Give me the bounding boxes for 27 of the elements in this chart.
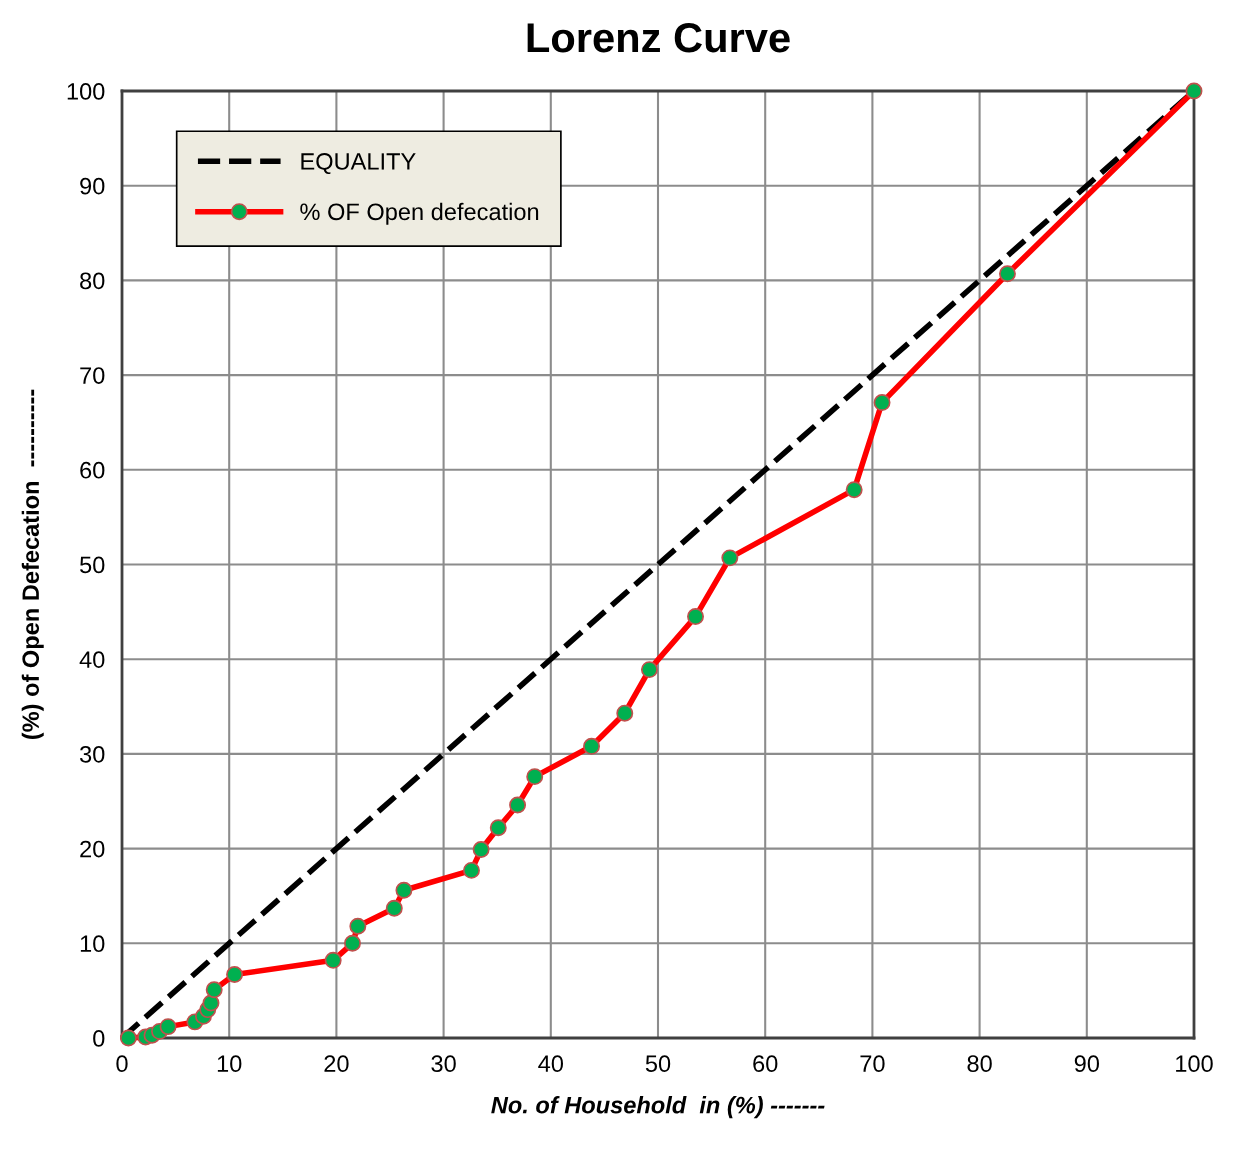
x-tick-label: 70 — [860, 1055, 885, 1073]
y-tick-label: 50 — [80, 556, 105, 574]
y-tick-label: 90 — [80, 177, 105, 195]
x-tick-label: 40 — [538, 1055, 564, 1073]
y-tick-label: 80 — [80, 272, 105, 290]
chart-title: Lorenz Curve — [527, 23, 790, 53]
y-tick-label: 10 — [80, 935, 105, 953]
x-tick-label: 50 — [645, 1055, 671, 1073]
x-tick-label: 30 — [431, 1055, 456, 1073]
y-tick-label: 60 — [80, 461, 105, 479]
x-tick-label: 60 — [753, 1055, 778, 1073]
y-tick-label: 100 — [67, 83, 105, 100]
x-tick-label: 20 — [324, 1055, 349, 1073]
legend-label: % OF Open defecation — [300, 202, 539, 225]
x-axis-title: No. of Household in (%) ------- — [491, 1096, 825, 1119]
y-tick-label: 30 — [79, 745, 105, 763]
x-tick-label: 100 — [1176, 1055, 1213, 1073]
y-tick-label: 70 — [80, 367, 105, 384]
y-tick-label: 40 — [79, 651, 105, 668]
legend-label: EQUALITY — [301, 153, 416, 175]
y-tick-label: 20 — [80, 840, 105, 858]
y-tick-label: 0 — [93, 1030, 105, 1047]
x-tick-label: 80 — [967, 1055, 992, 1073]
x-tick-label: 90 — [1074, 1055, 1100, 1073]
y-axis-title: (%) of Open Defecation ---------- — [21, 389, 44, 740]
x-tick-label: 0 — [116, 1055, 128, 1073]
x-tick-label: 10 — [217, 1055, 242, 1073]
